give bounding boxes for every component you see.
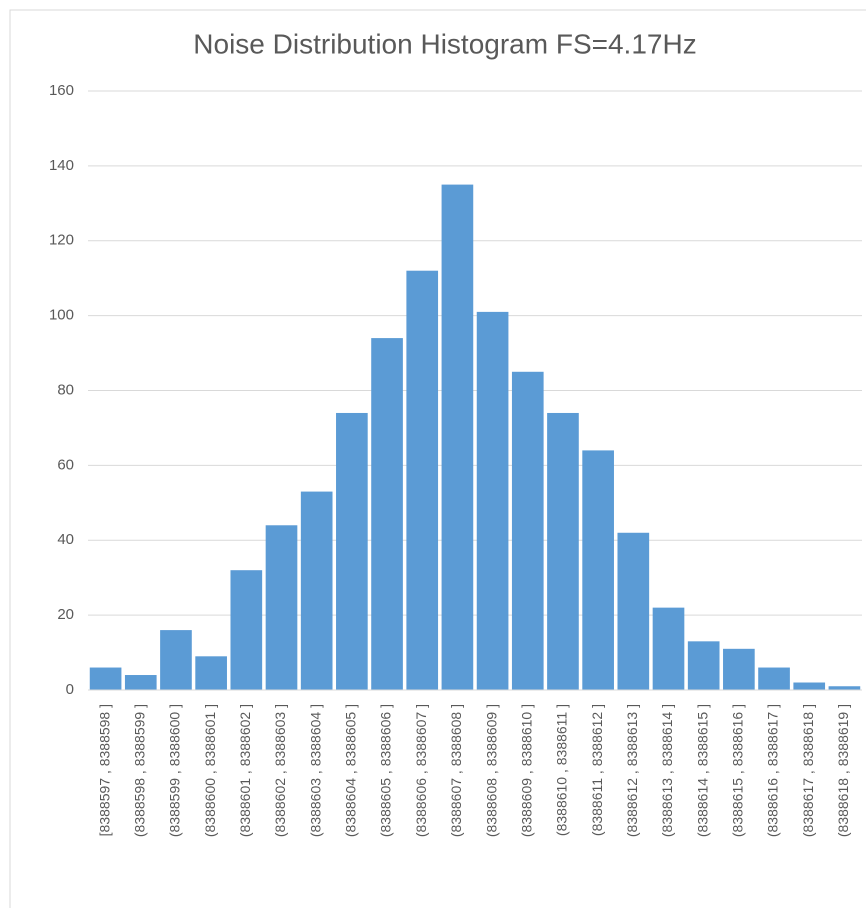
bar <box>582 450 614 690</box>
y-tick-label: 120 <box>49 232 74 249</box>
y-tick-label: 100 <box>49 307 74 324</box>
bar <box>758 667 790 690</box>
bar <box>336 412 368 690</box>
x-tick-label: (8388600 , 8388601 ] <box>202 704 218 837</box>
x-tick-label: (8388611 , 8388612 ] <box>589 704 605 836</box>
bar <box>124 675 157 690</box>
x-tick-label: (8388616 , 8388617 ] <box>765 704 781 837</box>
chart-title: Noise Distribution Histogram FS=4.17Hz <box>193 28 696 59</box>
x-tick-label: (8388614 , 8388615 ] <box>694 704 710 837</box>
x-tick-label: (8388598 , 8388599 ] <box>131 704 147 837</box>
x-tick-label: (8388609 , 8388610 ] <box>518 704 534 837</box>
x-tick-label: (8388617 , 8388618 ] <box>800 704 816 837</box>
x-tick-label: (8388604 , 8388605 ] <box>343 704 359 837</box>
x-tick-label: (8388618 , 8388619 ] <box>835 704 851 837</box>
bar <box>828 686 861 690</box>
y-tick-label: 0 <box>66 681 74 698</box>
bar <box>195 656 227 690</box>
bar <box>652 607 685 690</box>
y-tick-label: 140 <box>49 157 74 174</box>
bar <box>406 270 439 690</box>
x-tick-label: (8388601 , 8388602 ] <box>237 704 253 837</box>
y-tick-label: 40 <box>57 531 74 548</box>
x-tick-label: (8388606 , 8388607 ] <box>413 704 429 837</box>
x-tick-label: (8388599 , 8388600 ] <box>167 704 183 837</box>
bar <box>476 311 509 690</box>
bar <box>300 491 333 690</box>
x-tick-label: [8388597 , 8388598 ] <box>96 704 112 836</box>
bar <box>723 648 755 690</box>
y-tick-label: 160 <box>49 82 74 99</box>
x-tick-label: (8388610 , 8388611 ] <box>554 704 570 836</box>
bar <box>230 570 263 690</box>
x-tick-label: (8388607 , 8388608 ] <box>448 704 464 837</box>
x-tick-label: (8388603 , 8388604 ] <box>307 704 323 837</box>
bar <box>89 667 122 690</box>
bar <box>160 630 192 690</box>
y-tick-label: 80 <box>57 381 74 398</box>
bar <box>617 532 650 690</box>
x-tick-label: (8388608 , 8388609 ] <box>483 704 499 837</box>
x-tick-label: (8388612 , 8388613 ] <box>624 704 640 837</box>
x-tick-label: (8388615 , 8388616 ] <box>730 704 746 837</box>
bar <box>687 641 720 690</box>
y-tick-label: 60 <box>57 456 74 473</box>
bar <box>547 412 579 690</box>
bar <box>793 682 826 690</box>
bar <box>371 338 403 690</box>
bar <box>441 184 474 690</box>
x-tick-label: (8388613 , 8388614 ] <box>659 704 675 837</box>
x-tick-label: (8388602 , 8388603 ] <box>272 704 288 837</box>
bar <box>265 525 298 690</box>
bar <box>511 371 544 690</box>
x-tick-label: (8388605 , 8388606 ] <box>378 704 394 837</box>
y-tick-label: 20 <box>57 606 74 623</box>
